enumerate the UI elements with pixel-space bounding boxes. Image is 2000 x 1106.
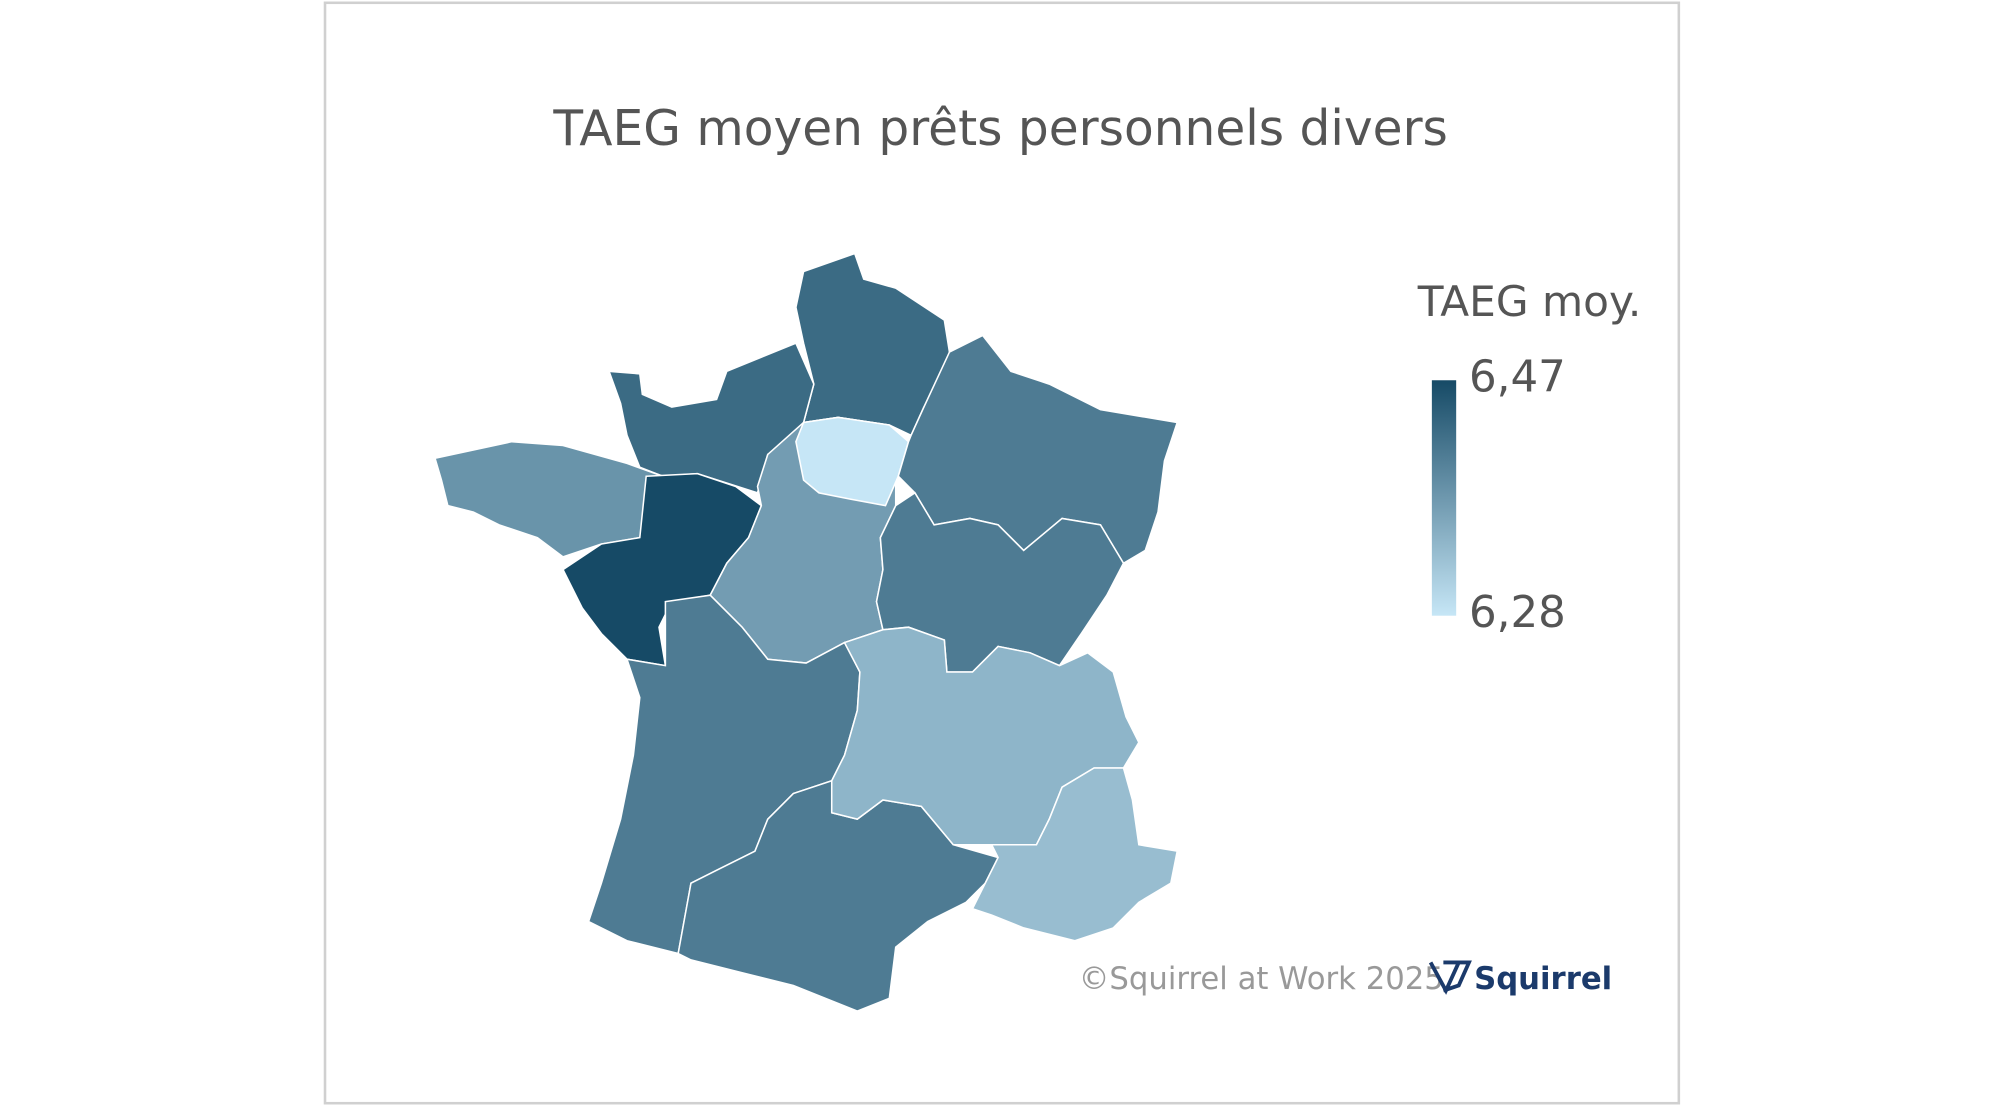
logo-shape — [1428, 960, 1472, 995]
region — [971, 767, 1179, 942]
logo-text: Squirrel — [1474, 961, 1612, 997]
region — [562, 472, 763, 667]
region — [795, 416, 910, 507]
logo-icon — [1428, 960, 1472, 995]
legend-tick-label: 6,28 — [1469, 588, 1566, 638]
legend: 6,47 6,28 — [1469, 353, 1566, 638]
chart-title: TAEG moyen prêts personnels divers — [552, 101, 1448, 157]
credit: ©Squirrel at Work 2025 — [1079, 961, 1444, 997]
color-bar — [1431, 380, 1457, 616]
legend-title: TAEG moy. — [1417, 277, 1642, 326]
legend-tick-label: 6,47 — [1469, 353, 1566, 403]
map — [434, 252, 1179, 1012]
